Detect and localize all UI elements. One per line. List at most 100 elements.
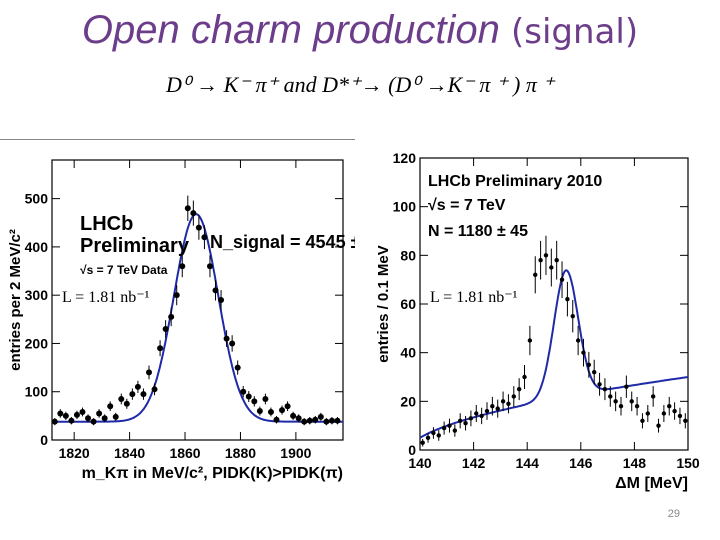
y-tick-label: 200	[25, 335, 49, 351]
data-point	[195, 224, 202, 231]
y-tick-label: 20	[400, 393, 416, 409]
label-lhcb-2010: LHCb Preliminary 2010	[428, 173, 602, 190]
page-number: 29	[667, 508, 680, 520]
data-point	[134, 383, 141, 390]
divider-rule	[0, 139, 355, 140]
x-tick-label: 144	[516, 455, 540, 471]
data-point	[306, 417, 313, 424]
data-point	[251, 398, 258, 405]
data-point	[474, 411, 479, 416]
y-tick-label: 80	[400, 247, 416, 263]
data-point	[62, 412, 69, 419]
slide-title-main: Open charm production	[81, 8, 511, 52]
x-tick-label: 148	[623, 455, 647, 471]
data-point	[162, 325, 169, 332]
data-point	[168, 313, 175, 320]
x-tick-label: 142	[462, 455, 486, 471]
label-luminosity: L = 1.81 nb⁻¹	[430, 289, 518, 306]
data-point	[245, 393, 252, 400]
data-point	[490, 404, 495, 409]
data-point	[559, 277, 565, 282]
data-point	[240, 388, 247, 395]
data-point	[317, 413, 324, 420]
y-tick-label: 0	[40, 432, 48, 448]
y-tick-label: 300	[25, 287, 49, 303]
data-point	[201, 234, 208, 241]
data-point	[173, 292, 180, 299]
left-plot-svg: 0 100 200 300 400 500 1820 1840 1860 1880 1900 m_Kπ…	[7, 159, 385, 482]
data-point	[608, 394, 613, 399]
data-point	[527, 338, 533, 343]
x-tick-label: 1820	[59, 445, 90, 461]
data-point	[516, 386, 522, 392]
data-point	[223, 335, 230, 342]
data-point	[570, 313, 575, 319]
data-point	[90, 418, 97, 425]
data-point	[602, 386, 608, 392]
decay-subtitle: D⁰ → K⁻ π⁺ and D*⁺→ (D⁰ →K⁻ π ⁺ ) π ⁺	[165, 72, 555, 97]
data-point	[629, 399, 634, 404]
x-tick-label: 146	[569, 455, 593, 471]
data-point	[484, 408, 490, 414]
data-point	[538, 258, 543, 263]
data-point	[458, 418, 463, 423]
fit-curve	[52, 213, 343, 423]
data-point	[463, 421, 468, 426]
data-point	[301, 418, 308, 425]
data-point	[581, 350, 586, 355]
label-preliminary: Preliminary	[80, 235, 190, 257]
data-point	[79, 409, 86, 415]
data-point	[57, 410, 64, 417]
plot-frame	[51, 159, 344, 441]
data-point	[468, 416, 474, 421]
y-tick-label: 100	[25, 384, 49, 400]
data-point	[51, 418, 58, 425]
y-tick-label: 120	[393, 150, 417, 166]
data-point	[323, 418, 330, 425]
data-point	[650, 394, 656, 399]
label-nsignal: N_signal = 4545 ± 81	[210, 232, 355, 252]
left-plot: 0 100 200 300 400 500 1820 1840 1860 1880 1900 m_Kπ…	[0, 150, 385, 495]
data-point	[273, 416, 280, 423]
data-point	[645, 411, 650, 416]
data-point	[436, 433, 441, 438]
data-point	[522, 374, 527, 380]
data-point	[479, 413, 484, 419]
slide-title: Open charm production (signal)	[0, 6, 720, 56]
data-point	[96, 410, 103, 417]
y-tick-label: 60	[400, 296, 416, 312]
label-lhcb: LHCb	[80, 213, 133, 235]
data-point	[179, 263, 186, 270]
y-tick-label: 500	[25, 191, 49, 207]
data-point	[190, 210, 197, 217]
data-point	[597, 382, 602, 387]
label-energy: √s = 7 TeV Data	[80, 263, 168, 277]
data-point	[123, 400, 130, 407]
data-point	[495, 406, 500, 411]
right-plot-svg: 0 20 40 60 80 100 120 140 142 144 146 148 150 ΔM [MeV…	[375, 150, 700, 492]
label-n: N = 1180 ± 45	[428, 223, 528, 240]
data-point	[672, 408, 677, 414]
data-point	[586, 362, 592, 368]
data-point	[656, 423, 661, 428]
data-point	[661, 411, 667, 416]
data-point	[184, 205, 191, 212]
data-point	[554, 258, 559, 263]
x-tick-label: 1900	[280, 445, 311, 461]
data-point	[118, 395, 125, 402]
data-point	[290, 412, 297, 419]
data-point	[634, 404, 640, 409]
data-point	[157, 345, 164, 352]
data-point	[73, 411, 80, 418]
data-point	[262, 395, 269, 402]
data-point	[229, 340, 236, 347]
data-point	[613, 399, 618, 404]
slide-title-paren: (signal)	[511, 12, 639, 52]
data-point	[328, 417, 335, 424]
data-point	[447, 423, 452, 428]
data-point	[218, 297, 225, 303]
data-point	[129, 391, 136, 398]
data-point	[624, 384, 629, 389]
data-point	[146, 369, 152, 376]
data-point	[640, 418, 645, 423]
